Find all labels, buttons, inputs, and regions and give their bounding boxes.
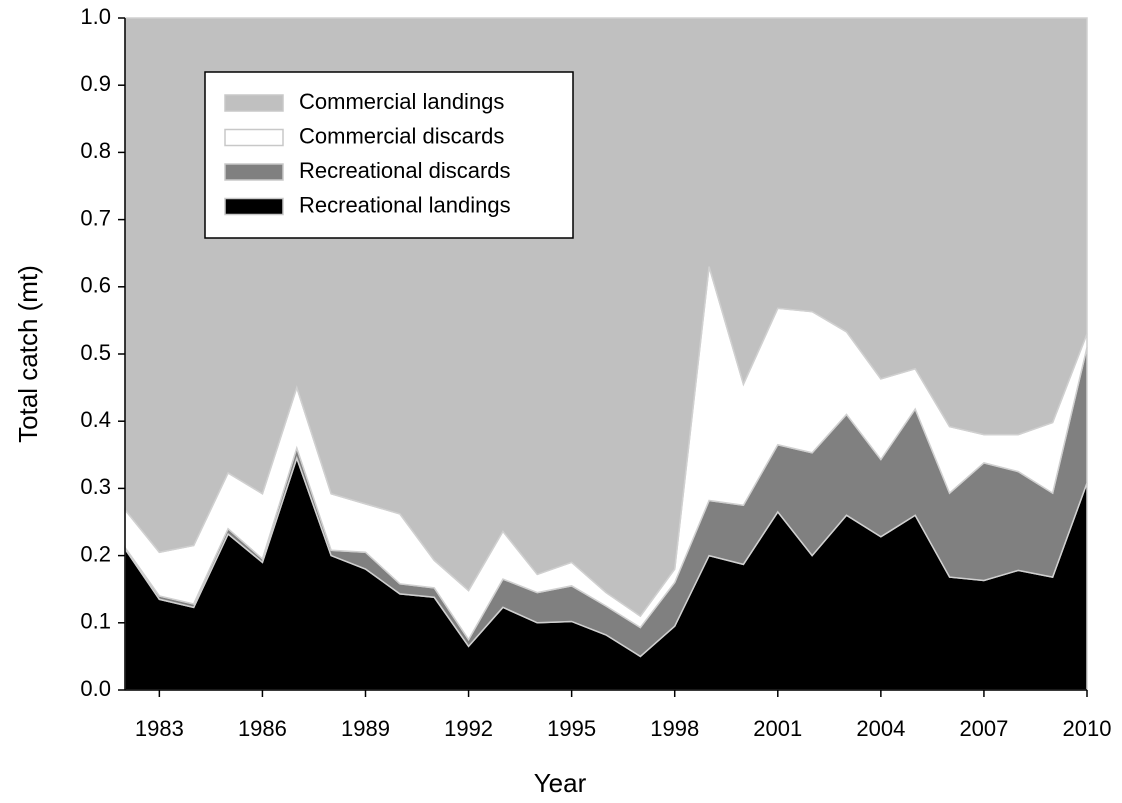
x-tick-label: 1992 [444,716,493,741]
x-tick-label: 1989 [341,716,390,741]
y-tick-label: 0.1 [80,609,111,634]
y-tick-label: 0.6 [80,273,111,298]
y-tick-label: 0.5 [80,340,111,365]
y-tick-label: 0.4 [80,407,111,432]
legend-swatch [224,94,284,112]
x-tick-label: 1995 [547,716,596,741]
y-tick-label: 0.7 [80,205,111,230]
y-tick-label: 0.8 [80,138,111,163]
y-tick-label: 0.0 [80,676,111,701]
x-tick-label: 2001 [753,716,802,741]
legend-swatch [224,163,284,181]
y-tick-label: 0.2 [80,541,111,566]
legend-label: Recreational discards [299,158,511,183]
legend-label: Commercial landings [299,89,504,114]
x-tick-label: 1986 [238,716,287,741]
legend-label: Commercial discards [299,123,504,148]
y-tick-label: 1.0 [80,4,111,29]
y-tick-label: 0.9 [80,71,111,96]
y-tick-label: 0.3 [80,474,111,499]
x-axis-label: Year [534,768,587,798]
y-axis-label: Total catch (mt) [13,265,43,443]
x-tick-label: 2007 [959,716,1008,741]
x-tick-label: 2010 [1063,716,1112,741]
legend-swatch [224,197,284,216]
legend-swatch [224,128,284,147]
legend-label: Recreational landings [299,192,511,217]
x-tick-label: 1983 [135,716,184,741]
x-tick-label: 1998 [650,716,699,741]
x-tick-label: 2004 [856,716,905,741]
